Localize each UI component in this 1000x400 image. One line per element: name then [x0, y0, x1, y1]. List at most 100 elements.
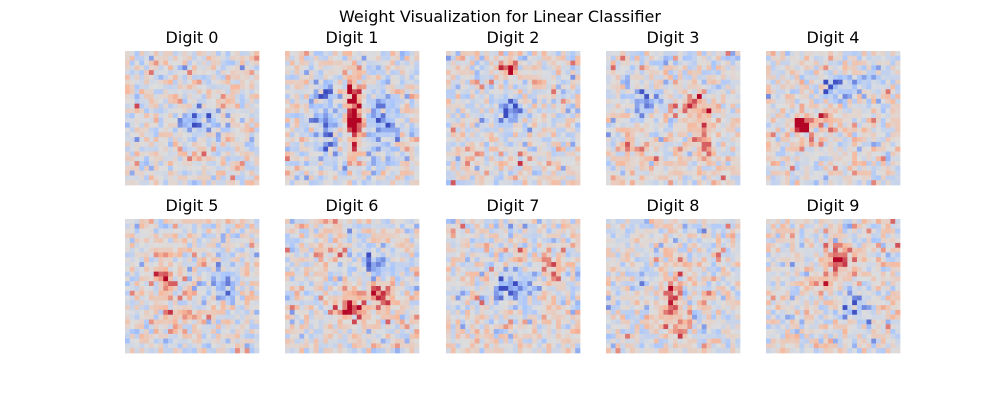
heatmap-cell	[730, 161, 736, 167]
heatmap-cell	[450, 122, 456, 128]
heatmap-cell	[163, 338, 169, 344]
heatmap-cell	[172, 242, 178, 249]
heatmap-cell	[153, 262, 159, 268]
heatmap-cell	[484, 180, 490, 186]
heatmap-cell	[337, 137, 343, 143]
heatmap-cell	[677, 151, 683, 157]
heatmap-cell	[356, 242, 362, 249]
heatmap-cell	[615, 122, 621, 128]
heatmap-cell	[522, 118, 528, 124]
heatmap-cell	[139, 79, 145, 85]
heatmap-cell	[856, 161, 863, 167]
heatmap-cell	[395, 70, 401, 76]
heatmap-cell	[876, 146, 882, 152]
heatmap-cell	[885, 113, 891, 119]
heatmap-cell	[620, 98, 626, 104]
heatmap-cell	[498, 79, 504, 85]
heatmap-cell	[244, 252, 250, 258]
heatmap-cell	[182, 137, 188, 143]
heatmap-cell	[837, 79, 843, 85]
heatmap-cell	[249, 295, 255, 301]
heatmap-cell	[522, 146, 528, 152]
heatmap-cell	[163, 343, 169, 349]
heatmap-cell	[220, 161, 226, 167]
heatmap-cell	[465, 55, 471, 61]
heatmap-cell	[134, 89, 140, 95]
heatmap-cell	[125, 84, 131, 90]
heatmap-cell	[720, 161, 726, 167]
heatmap-cell	[230, 118, 236, 124]
heatmap-cell	[399, 252, 405, 258]
heatmap-cell	[730, 60, 736, 66]
heatmap-cell	[361, 94, 367, 100]
heatmap-cell	[153, 161, 159, 167]
heatmap-cell	[380, 98, 386, 104]
heatmap	[285, 219, 420, 354]
heatmap-cell	[134, 305, 140, 311]
heatmap-cell	[366, 165, 372, 171]
heatmap-cell	[551, 84, 557, 90]
heatmap-cell	[658, 70, 664, 76]
heatmap-cell	[522, 98, 528, 104]
heatmap-cell	[890, 180, 896, 186]
heatmap-cell	[399, 113, 405, 119]
heatmap-cell	[158, 180, 164, 186]
heatmap-cell	[144, 281, 150, 287]
heatmap-cell	[153, 122, 159, 128]
heatmap-cell	[775, 65, 781, 71]
heatmap-cell	[153, 89, 159, 95]
heatmap-cell	[847, 141, 853, 148]
heatmap-cell	[215, 281, 222, 287]
heatmap-cell	[153, 266, 159, 272]
heatmap-cell	[211, 348, 217, 354]
heatmap-cell	[196, 84, 202, 90]
heatmap-cell	[789, 118, 796, 124]
heatmap-cell	[706, 65, 712, 71]
heatmap-cell	[823, 132, 829, 138]
heatmap-cell	[225, 219, 231, 225]
heatmap-cell	[570, 180, 576, 186]
heatmap-cell	[399, 233, 405, 239]
heatmap-cell	[785, 175, 791, 181]
heatmap-cell	[570, 51, 576, 57]
heatmap-cell	[615, 74, 621, 81]
heatmap-cell	[450, 113, 456, 119]
heatmap-cell	[735, 141, 741, 148]
heatmap-cell	[304, 137, 310, 143]
heatmap-cell	[192, 242, 198, 249]
heatmap-cell	[414, 151, 420, 157]
heatmap-cell	[455, 170, 461, 176]
heatmap-cell	[503, 170, 509, 176]
heatmap-cell	[254, 309, 260, 316]
heatmap-cell	[503, 84, 509, 90]
heatmap-cell	[842, 132, 848, 138]
heatmap-cell	[211, 103, 217, 109]
heatmap-cell	[361, 238, 367, 244]
heatmap-cell	[711, 151, 717, 157]
heatmap-cell	[168, 146, 174, 152]
heatmap-cell	[837, 156, 843, 162]
heatmap-cell	[833, 94, 839, 100]
heatmap-cell	[682, 170, 688, 176]
heatmap-cell	[861, 65, 867, 71]
heatmap-cell	[395, 55, 401, 61]
heatmap-cell	[328, 122, 334, 128]
heatmap-cell	[323, 257, 329, 263]
heatmap-cell	[249, 309, 255, 316]
heatmap-cell	[639, 51, 645, 57]
heatmap-cell	[144, 65, 150, 71]
heatmap-cell	[818, 146, 824, 152]
heatmap-cell	[629, 60, 636, 66]
heatmap-cell	[498, 137, 504, 143]
heatmap-cell	[249, 132, 255, 138]
heatmap-cell	[629, 165, 636, 171]
heatmap-cell	[285, 60, 291, 66]
heatmap-cell	[153, 228, 159, 234]
heatmap-cell	[299, 180, 305, 186]
heatmap-cell	[847, 175, 853, 181]
heatmap-cell	[206, 122, 212, 128]
heatmap-cell	[347, 60, 353, 66]
heatmap-cell	[211, 180, 217, 186]
heatmap-cell	[304, 156, 310, 162]
heatmap-cell	[390, 84, 396, 90]
